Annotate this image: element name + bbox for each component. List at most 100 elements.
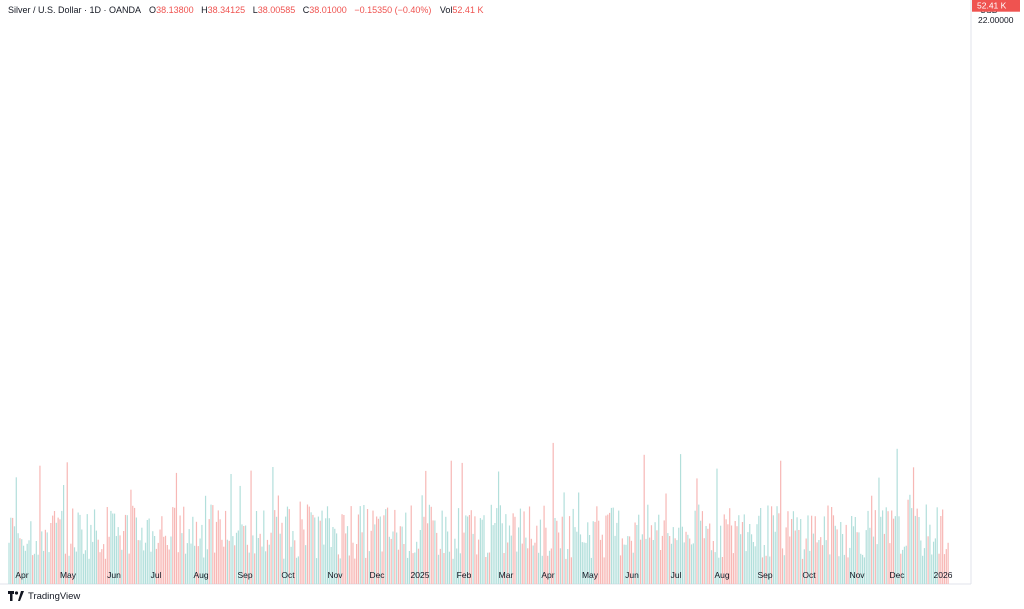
volume-bar [710,550,713,584]
volume-bar [740,534,742,584]
volume-bar [618,510,620,584]
volume-bar [681,526,683,584]
volume-bar [39,465,41,584]
volume-bar [521,543,523,584]
volume-bar [634,522,636,584]
volume-bar [401,526,403,584]
volume-bar [423,516,425,584]
volume-bar [601,534,603,584]
volume-bar [527,548,529,584]
volume-bar [243,526,245,584]
x-tick-label: Sep [237,570,252,580]
volume-bar [376,516,378,584]
volume-bar [488,552,491,584]
volume-bar [345,533,347,584]
volume-bar [405,512,407,584]
volume-bar [310,512,312,584]
volume-bar [432,520,434,584]
volume-bar [461,462,463,584]
volume-bar [428,504,431,584]
volume-bar [871,495,873,584]
volume-bar [308,506,310,584]
volume-bar [625,544,627,584]
volume-bar [50,523,52,584]
volume-bar [22,545,25,584]
volume-bar [663,520,665,584]
volume-bar [103,544,105,584]
volume-bar [274,510,276,584]
volume-bar [525,537,527,584]
volume-bar [654,522,656,584]
volume-bar [139,540,141,584]
volume-bar [612,507,614,584]
volume-bar [226,539,228,584]
volume-bar [838,556,840,584]
volume-bar [519,508,522,584]
volume-bar [339,558,341,584]
volume-bar [137,540,139,584]
volume-bar [825,540,827,584]
x-tick-label: Jun [625,570,639,580]
volume-bar [539,519,542,584]
volume-bar [204,495,207,584]
volume-bar [239,485,241,584]
volume-bar [93,509,96,584]
volume-bar [732,553,734,584]
volume-bar [195,521,198,584]
volume-bar [863,557,865,584]
volume-bar [306,504,309,584]
volume-bar [385,509,387,584]
volume-bar [210,504,212,584]
volume-bar [312,514,314,584]
volume-bar [841,534,844,584]
volume-bar [325,518,327,584]
volume-bar [752,542,754,584]
volume-bar [545,527,547,584]
volume-bar [820,537,822,584]
x-tick-label: Aug [193,570,208,580]
volume-bar [538,552,540,584]
volume-bar [483,515,485,584]
volume-bar [268,544,270,584]
x-tick-label: Jul [671,570,682,580]
volume-bar [372,510,374,584]
volume-bar [470,510,472,584]
volume-bar [28,540,30,584]
volume-bar [84,550,87,584]
volume-bar [381,551,383,584]
volume-bar [388,536,390,584]
volume-bar [183,506,185,584]
x-tick-label: Oct [802,570,816,580]
volume-bar [406,557,409,584]
volume-bar [416,541,418,584]
volume-bar [760,508,762,584]
legend-l-value: 38.00585 [258,5,296,15]
volume-bar [518,527,520,584]
volume-bar [574,527,576,584]
footer: TradingView [8,589,80,603]
volume-bar [641,534,643,584]
volume-bar [614,535,616,584]
volume-bar [818,540,820,584]
volume-bar [181,533,183,584]
legend-vol-label: Vol [440,5,453,15]
volume-bar [48,552,50,584]
volume-bar [892,518,895,584]
volume-bar [146,520,148,584]
volume-bar [630,540,633,584]
volume-bar [427,523,429,584]
volume-bar [505,514,507,584]
volume-bar [228,540,230,584]
volume-bar [698,504,700,584]
x-tick-label: Dec [889,570,905,580]
volume-bar [729,508,731,584]
volume-bar [874,510,876,584]
volume-bar [328,518,330,584]
volume-bar [765,555,767,584]
volume-bar [21,539,23,584]
volume-bar [192,516,194,584]
volume-bar [627,536,629,584]
volume-bar [403,544,405,584]
volume-bar [175,472,178,584]
